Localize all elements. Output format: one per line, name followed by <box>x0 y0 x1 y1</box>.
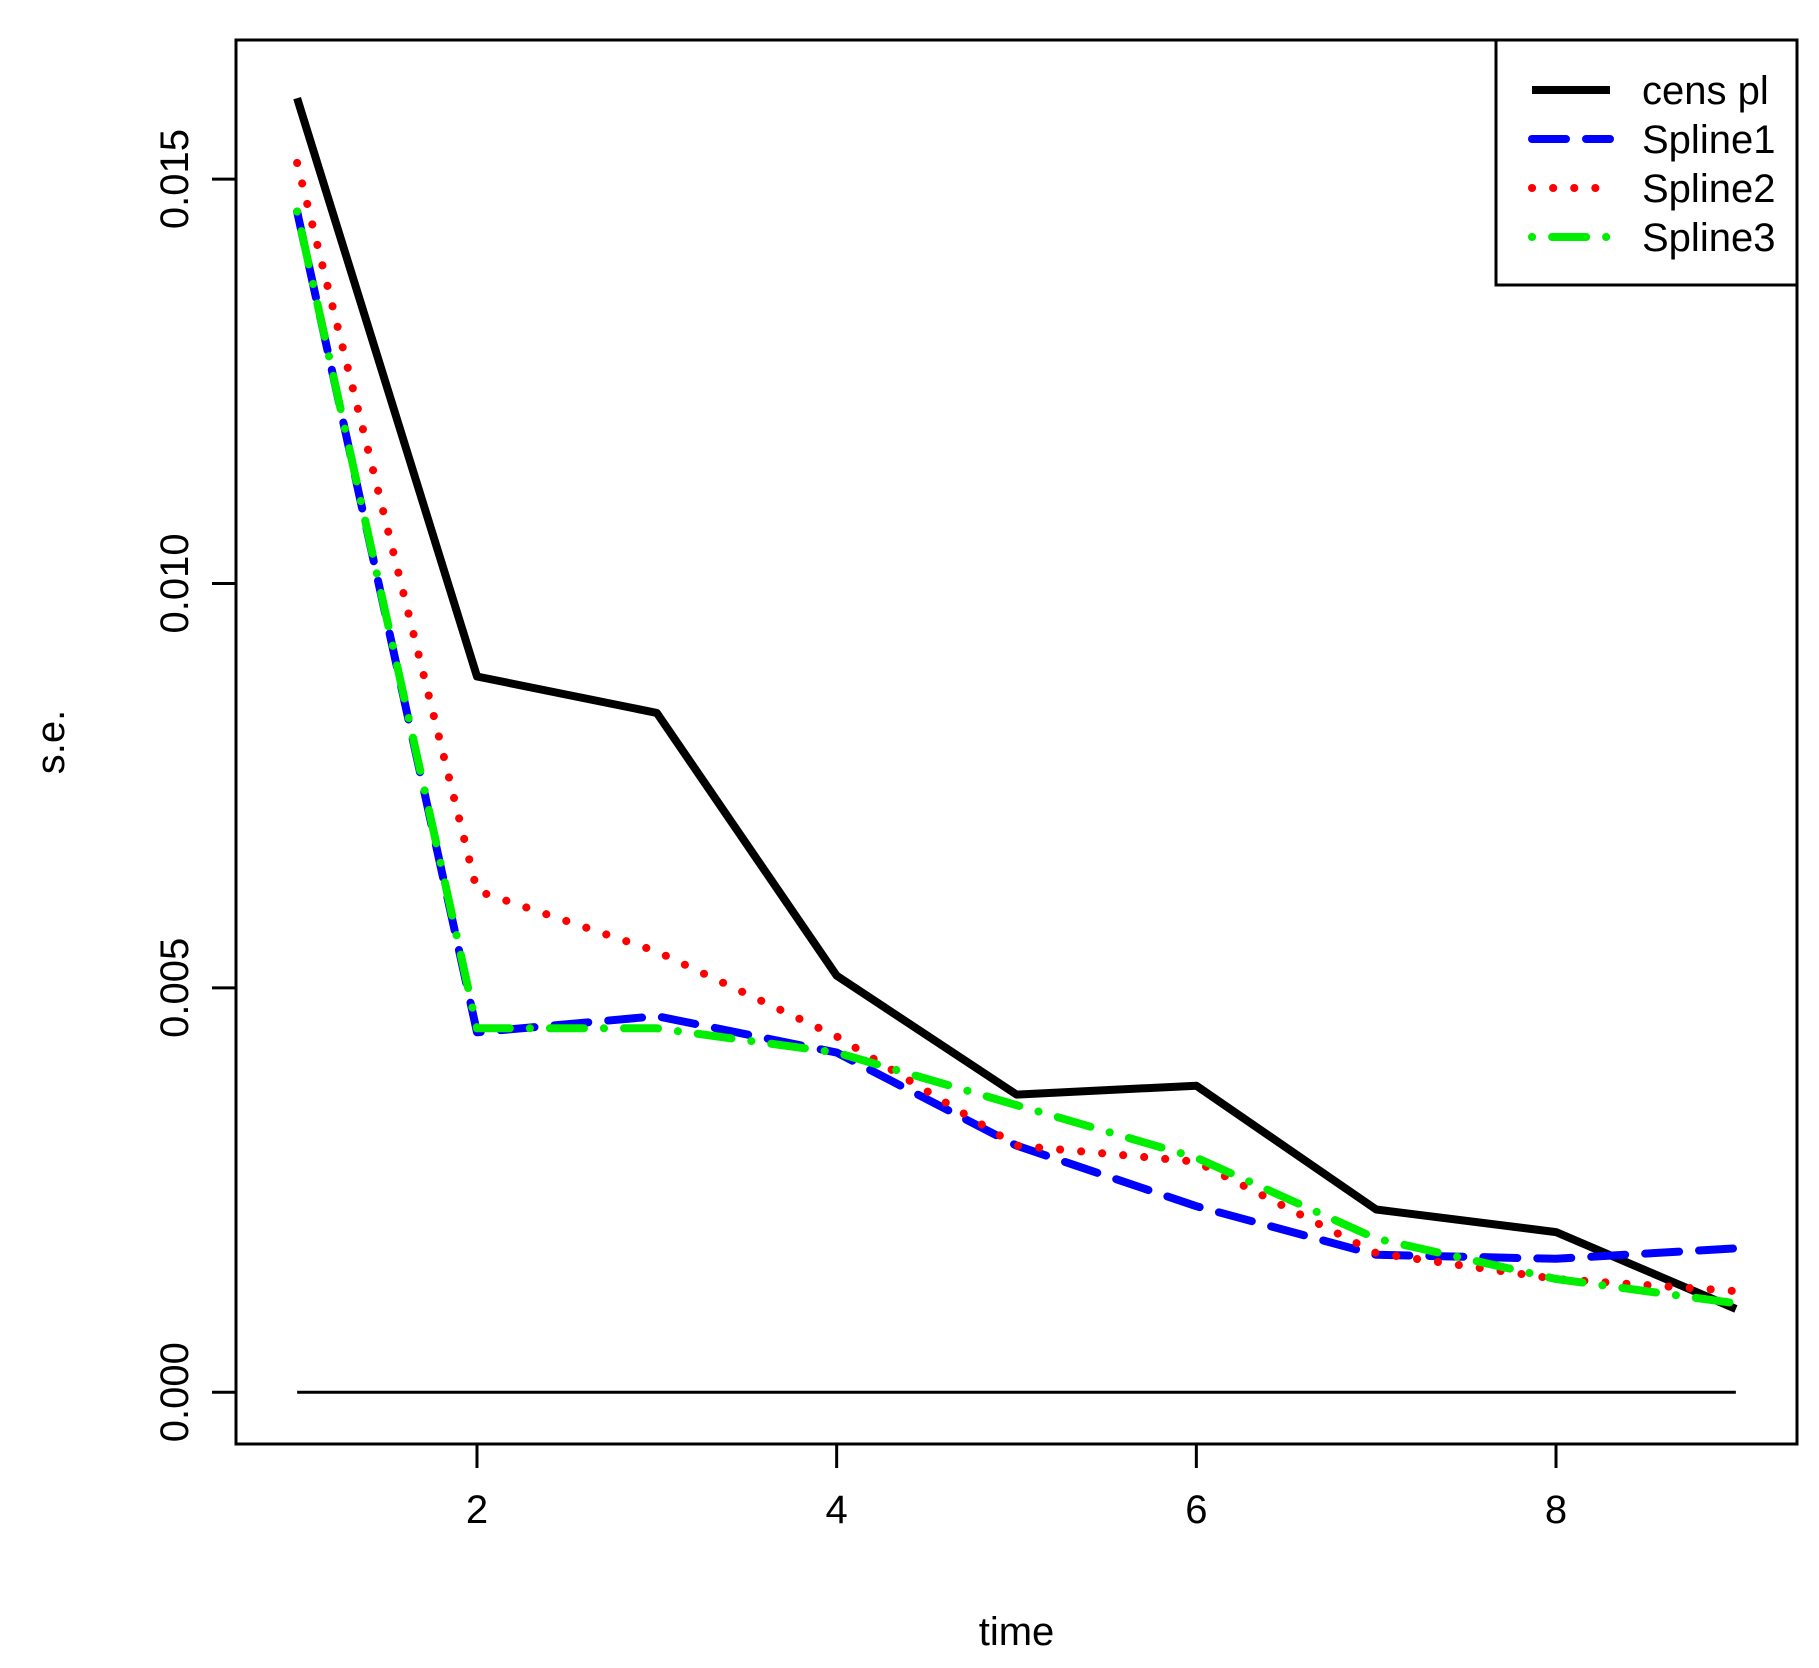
series-line-4 <box>293 207 1740 1308</box>
x-tick-label: 4 <box>826 1488 848 1532</box>
legend-label-3: Spline2 <box>1642 167 1775 211</box>
legend: cens pl Spline1 Spline2 Spline3 <box>1494 38 1799 287</box>
y-tick-label: 0.000 <box>153 1342 197 1442</box>
series-line-1 <box>293 97 1738 1313</box>
y-axis-title: s.e. <box>29 710 73 774</box>
axes-layer: 2 4 6 8 0.000 0.005 0.010 0.015 time s.e. <box>29 38 1799 1654</box>
x-tick-label: 2 <box>466 1488 488 1532</box>
x-tick-label: 6 <box>1185 1488 1207 1532</box>
legend-label-1: cens pl <box>1642 69 1769 113</box>
x-axis-title: time <box>979 1610 1055 1654</box>
legend-label-4: Spline3 <box>1642 216 1775 260</box>
legend-box <box>1494 38 1799 287</box>
legend-label-2: Spline1 <box>1642 118 1775 162</box>
y-tick-label: 0.005 <box>153 938 197 1038</box>
y-tick-label: 0.010 <box>153 533 197 633</box>
plot-frame <box>234 38 1799 1446</box>
series-line-3 <box>293 158 1740 1296</box>
x-tick-label: 8 <box>1545 1488 1567 1532</box>
y-tick-label: 0.015 <box>153 129 197 229</box>
series-layer <box>293 97 1740 1394</box>
